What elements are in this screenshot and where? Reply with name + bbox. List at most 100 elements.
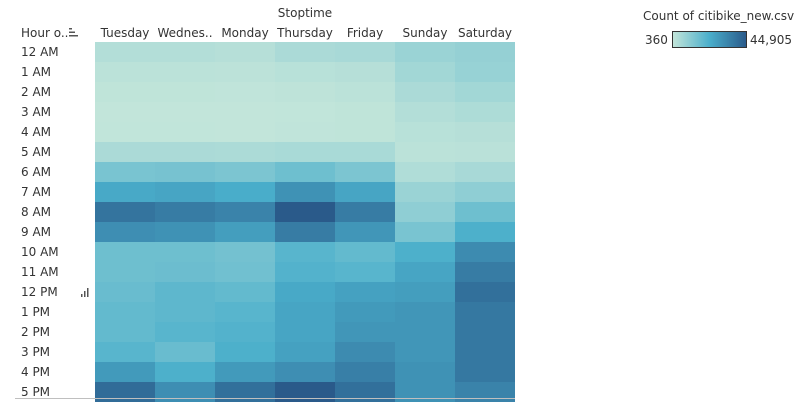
heatmap-cell[interactable]: Wednes.. 9 AM: 30000: [155, 222, 215, 242]
heatmap-cell[interactable]: Friday 6 AM: 13500: [335, 162, 395, 182]
heatmap-cell[interactable]: Sunday 5 AM: 2000: [395, 142, 455, 162]
heatmap-cell[interactable]: Saturday 1 PM: 37000: [455, 302, 515, 322]
heatmap-cell[interactable]: Wednes.. 2 PM: 20000: [155, 322, 215, 342]
heatmap-cell[interactable]: Wednes.. 10 AM: 16000: [155, 242, 215, 262]
heatmap-cell[interactable]: Wednes.. 1 AM: 2000: [155, 62, 215, 82]
heatmap-cell[interactable]: Thursday 6 AM: 16000: [275, 162, 335, 182]
heatmap-cell[interactable]: Saturday 12 PM: 39000: [455, 282, 515, 302]
heatmap-cell[interactable]: Monday 8 AM: 34000: [215, 202, 275, 222]
column-header[interactable]: Monday: [221, 26, 268, 40]
sort-icon[interactable]: [69, 28, 78, 37]
heatmap-cell[interactable]: Friday 3 PM: 32000: [335, 342, 395, 362]
heatmap-cell[interactable]: Sunday 5 PM: 30000: [395, 382, 455, 402]
heatmap-cell[interactable]: Monday 2 PM: 21000: [215, 322, 275, 342]
heatmap-cell[interactable]: Friday 4 AM: 1300: [335, 122, 395, 142]
heatmap-cell[interactable]: Saturday 9 AM: 22000: [455, 222, 515, 242]
column-header[interactable]: Thursday: [276, 26, 333, 40]
heatmap-cell[interactable]: Wednes.. 4 AM: 900: [155, 122, 215, 142]
heatmap-cell[interactable]: Thursday 8 AM: 44905: [275, 202, 335, 222]
heatmap-cell[interactable]: Thursday 1 AM: 2500: [275, 62, 335, 82]
heatmap-cell[interactable]: Sunday 12 PM: 27000: [395, 282, 455, 302]
heatmap-cell[interactable]: Wednes.. 8 AM: 36000: [155, 202, 215, 222]
heatmap-cell[interactable]: Sunday 1 PM: 29000: [395, 302, 455, 322]
heatmap-cell[interactable]: Thursday 9 AM: 36000: [275, 222, 335, 242]
heatmap-cell[interactable]: Monday 3 PM: 22000: [215, 342, 275, 362]
heatmap-cell[interactable]: Sunday 2 PM: 29000: [395, 322, 455, 342]
heatmap-cell[interactable]: Saturday 12 AM: 9000: [455, 42, 515, 62]
heatmap-cell[interactable]: Thursday 1 PM: 25000: [275, 302, 335, 322]
column-header[interactable]: Friday: [347, 26, 383, 40]
heatmap-cell[interactable]: Monday 1 AM: 1800: [215, 62, 275, 82]
heatmap-cell[interactable]: Sunday 8 AM: 10000: [395, 202, 455, 222]
heatmap-cell[interactable]: Wednes.. 5 AM: 5000: [155, 142, 215, 162]
heatmap-cell[interactable]: Tuesday 9 AM: 31000: [95, 222, 155, 242]
heatmap-cell[interactable]: Thursday 5 AM: 5200: [275, 142, 335, 162]
column-header[interactable]: Wednes..: [157, 26, 212, 40]
heatmap-cell[interactable]: Friday 5 PM: 39000: [335, 382, 395, 402]
bar-chart-icon[interactable]: [81, 288, 89, 297]
heatmap-cell[interactable]: Tuesday 4 PM: 28000: [95, 362, 155, 382]
heatmap-cell[interactable]: Tuesday 11 AM: 16000: [95, 262, 155, 282]
heatmap-cell[interactable]: Tuesday 8 AM: 38000: [95, 202, 155, 222]
heatmap-cell[interactable]: Sunday 12 AM: 8000: [395, 42, 455, 62]
heatmap-cell[interactable]: Tuesday 12 PM: 17000: [95, 282, 155, 302]
heatmap-cell[interactable]: Monday 6 AM: 13500: [215, 162, 275, 182]
heatmap-cell[interactable]: Thursday 2 PM: 25000: [275, 322, 335, 342]
heatmap-cell[interactable]: Sunday 3 PM: 29000: [395, 342, 455, 362]
heatmap-cell[interactable]: Friday 9 AM: 29000: [335, 222, 395, 242]
heatmap-cell[interactable]: Friday 11 AM: 20000: [335, 262, 395, 282]
heatmap-cell[interactable]: Thursday 12 AM: 5000: [275, 42, 335, 62]
heatmap-cell[interactable]: Sunday 3 AM: 3500: [395, 102, 455, 122]
heatmap-cell[interactable]: Wednes.. 12 AM: 3500: [155, 42, 215, 62]
heatmap-cell[interactable]: Saturday 11 AM: 36000: [455, 262, 515, 282]
heatmap-cell[interactable]: Friday 1 PM: 28000: [335, 302, 395, 322]
heatmap-cell[interactable]: Tuesday 5 AM: 5000: [95, 142, 155, 162]
heatmap-cell[interactable]: Saturday 7 AM: 10000: [455, 182, 515, 202]
heatmap-cell[interactable]: Sunday 10 AM: 22000: [395, 242, 455, 262]
heatmap-cell[interactable]: Tuesday 4 AM: 900: [95, 122, 155, 142]
heatmap-cell[interactable]: Friday 7 AM: 25000: [335, 182, 395, 202]
heatmap-cell[interactable]: Monday 10 AM: 15000: [215, 242, 275, 262]
heatmap-cell[interactable]: Wednes.. 11 AM: 16500: [155, 262, 215, 282]
heatmap-cell[interactable]: Sunday 6 AM: 4000: [395, 162, 455, 182]
heatmap-cell[interactable]: Monday 5 PM: 39000: [215, 382, 275, 402]
heatmap-cell[interactable]: Sunday 2 AM: 5000: [395, 82, 455, 102]
heatmap-cell[interactable]: Wednes.. 3 PM: 17000: [155, 342, 215, 362]
heatmap-cell[interactable]: Sunday 7 AM: 8000: [395, 182, 455, 202]
column-header[interactable]: Sunday: [403, 26, 448, 40]
heatmap-cell[interactable]: Sunday 9 AM: 14000: [395, 222, 455, 242]
heatmap-cell[interactable]: Saturday 4 AM: 3000: [455, 122, 515, 142]
heatmap-cell[interactable]: Monday 4 AM: 800: [215, 122, 275, 142]
heatmap-cell[interactable]: Wednes.. 7 AM: 25000: [155, 182, 215, 202]
heatmap-cell[interactable]: Saturday 5 PM: 34000: [455, 382, 515, 402]
heatmap-cell[interactable]: Thursday 11 AM: 21000: [275, 262, 335, 282]
heatmap-cell[interactable]: Tuesday 7 AM: 24000: [95, 182, 155, 202]
heatmap-cell[interactable]: Wednes.. 3 AM: 800: [155, 102, 215, 122]
heatmap-cell[interactable]: Friday 10 AM: 18000: [335, 242, 395, 262]
heatmap-cell[interactable]: Wednes.. 1 PM: 19000: [155, 302, 215, 322]
heatmap-cell[interactable]: Wednes.. 5 PM: 31000: [155, 382, 215, 402]
heatmap-cell[interactable]: Thursday 5 PM: 44905: [275, 382, 335, 402]
heatmap-cell[interactable]: Tuesday 2 AM: 1200: [95, 82, 155, 102]
heatmap-cell[interactable]: Saturday 3 PM: 37000: [455, 342, 515, 362]
heatmap-cell[interactable]: Thursday 10 AM: 20000: [275, 242, 335, 262]
heatmap-cell[interactable]: Tuesday 6 AM: 14000: [95, 162, 155, 182]
heatmap-cell[interactable]: Wednes.. 12 PM: 19000: [155, 282, 215, 302]
heatmap-cell[interactable]: Tuesday 2 PM: 18000: [95, 322, 155, 342]
heatmap-cell[interactable]: Sunday 1 AM: 6500: [395, 62, 455, 82]
heatmap-cell[interactable]: Tuesday 3 PM: 20000: [95, 342, 155, 362]
heatmap-cell[interactable]: Friday 12 PM: 26000: [335, 282, 395, 302]
heatmap-cell[interactable]: Saturday 8 AM: 16000: [455, 202, 515, 222]
heatmap-cell[interactable]: Monday 12 AM: 3000: [215, 42, 275, 62]
heatmap-cell[interactable]: Wednes.. 4 PM: 22000: [155, 362, 215, 382]
heatmap-cell[interactable]: Thursday 12 PM: 24000: [275, 282, 335, 302]
heatmap-cell[interactable]: Wednes.. 6 AM: 14500: [155, 162, 215, 182]
heatmap-cell[interactable]: Saturday 1 AM: 8500: [455, 62, 515, 82]
heatmap-cell[interactable]: Friday 2 AM: 2000: [335, 82, 395, 102]
heatmap-cell[interactable]: Tuesday 3 AM: 800: [95, 102, 155, 122]
heatmap-cell[interactable]: Friday 1 AM: 3000: [335, 62, 395, 82]
heatmap-cell[interactable]: Monday 12 PM: 18000: [215, 282, 275, 302]
heatmap-cell[interactable]: Tuesday 1 AM: 2000: [95, 62, 155, 82]
column-header[interactable]: Tuesday: [100, 26, 150, 40]
heatmap-cell[interactable]: Saturday 2 AM: 6500: [455, 82, 515, 102]
